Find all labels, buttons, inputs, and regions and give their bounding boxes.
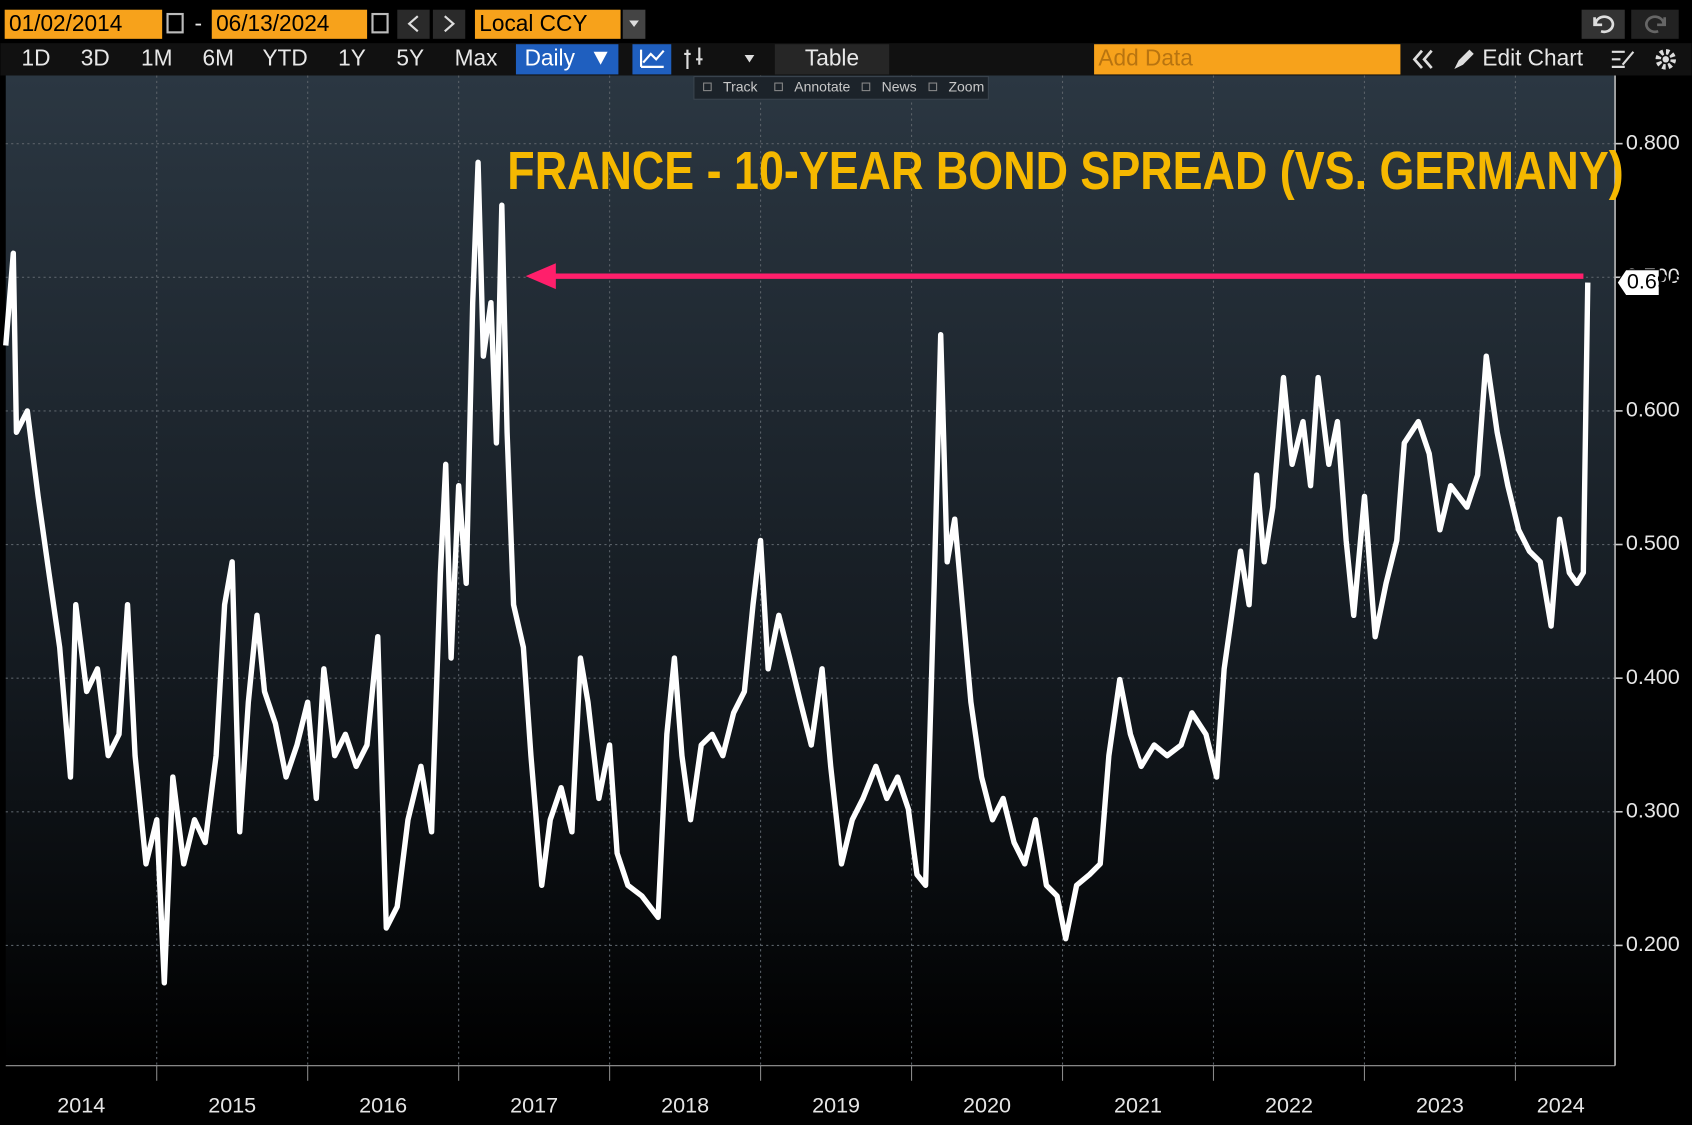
start-date-field[interactable]: [4, 9, 163, 39]
plot: 0.2000.3000.4000.5000.6000.7000.80020142…: [3, 75, 1681, 1117]
x-tick-label: 2015: [208, 1092, 256, 1117]
series-line: [3, 159, 1591, 986]
tool-icon: [861, 82, 871, 92]
tool-icon: [928, 82, 938, 92]
x-tick-label: 2014: [57, 1092, 105, 1117]
x-tick-label: 2023: [1416, 1092, 1464, 1117]
x-tick-label: 2019: [812, 1092, 860, 1117]
gear-icon[interactable]: [1655, 49, 1676, 70]
x-tick-label: 2016: [359, 1092, 407, 1117]
y-tick-label: 0.300: [1626, 797, 1680, 822]
undo-button[interactable]: [1581, 9, 1625, 39]
frequency: Daily: [525, 44, 576, 70]
dropdown-icon: [593, 51, 608, 65]
range-button[interactable]: 1M: [141, 44, 172, 70]
x-tick-label: 2024: [1537, 1092, 1585, 1117]
arrow-head: [525, 263, 556, 290]
range-buttons: 1D 3D 1M 6M YTD 1Y 5Y Max: [21, 44, 498, 70]
x-tick-label: 2020: [963, 1092, 1011, 1117]
calendar-icon[interactable]: [371, 12, 389, 34]
tool-button[interactable]: Track: [723, 79, 759, 95]
plot-area: [5, 75, 1616, 1066]
tool-button[interactable]: Annotate: [794, 79, 850, 95]
y-tick-label: 0.800: [1626, 129, 1680, 154]
collapse-icon[interactable]: [1412, 49, 1433, 69]
tool-button[interactable]: Zoom: [948, 79, 984, 95]
range-button[interactable]: 6M: [203, 44, 234, 70]
currency: Local CCY: [479, 10, 587, 36]
redo-button[interactable]: [1631, 9, 1679, 39]
tool-button[interactable]: News: [882, 79, 917, 95]
undo-icon: [1593, 15, 1615, 34]
end-date-field[interactable]: [211, 9, 368, 39]
redo-icon: [1645, 15, 1667, 34]
last-value-tag: [1616, 269, 1660, 297]
y-tick-label: 0.600: [1626, 397, 1680, 422]
end-date: 06/13/2024: [216, 10, 329, 36]
calendar-icon[interactable]: [166, 12, 184, 34]
table-label: Table: [805, 44, 859, 70]
line-chart-icon: [639, 49, 665, 68]
gear-icon-center: [1662, 56, 1669, 63]
tool-icon: [774, 82, 783, 92]
range-button[interactable]: Max: [455, 44, 498, 70]
y-tick-label: 0.500: [1626, 530, 1680, 555]
range-button[interactable]: 1Y: [338, 44, 366, 70]
dropdown-icon[interactable]: [744, 55, 755, 63]
tool-icon: [703, 82, 712, 92]
table-button[interactable]: [774, 44, 890, 75]
settings-list-icon[interactable]: [1611, 50, 1635, 68]
range-button[interactable]: 3D: [81, 44, 110, 70]
range-button[interactable]: YTD: [262, 44, 307, 70]
start-date: 01/02/2014: [9, 10, 122, 36]
add-data-field[interactable]: [1094, 44, 1401, 75]
x-tick-label: 2021: [1114, 1092, 1162, 1117]
currency-field[interactable]: [474, 9, 621, 39]
tools: Track Annotate News Zoom: [703, 79, 984, 95]
next-button[interactable]: [432, 9, 466, 39]
last-value-label: 0.696: [1627, 268, 1681, 293]
prev-icon: [407, 15, 419, 33]
next-icon: [444, 15, 456, 33]
pencil-icon: [1454, 49, 1474, 70]
x-tick-label: 2022: [1265, 1092, 1313, 1117]
line-chart-button[interactable]: [632, 44, 672, 75]
date-separator: -: [195, 10, 203, 36]
edit-chart[interactable]: Edit Chart: [1482, 44, 1583, 70]
x-tick-label: 2017: [510, 1092, 558, 1117]
bar-chart-icon[interactable]: [684, 47, 703, 70]
chart-title: FRANCE - 10-YEAR BOND SPREAD (VS. GERMAN…: [507, 141, 1623, 201]
y-tick-label: 0.200: [1626, 931, 1680, 956]
range-button[interactable]: 1D: [21, 44, 50, 70]
range-button[interactable]: 5Y: [396, 44, 424, 70]
dropdown-icon: [629, 20, 639, 27]
y-tick-label: 0.400: [1626, 664, 1680, 689]
x-tick-label: 2018: [661, 1092, 709, 1117]
add-data: Add Data: [1098, 44, 1193, 70]
prev-button[interactable]: [397, 9, 430, 39]
mini-toolbar: [693, 76, 989, 100]
